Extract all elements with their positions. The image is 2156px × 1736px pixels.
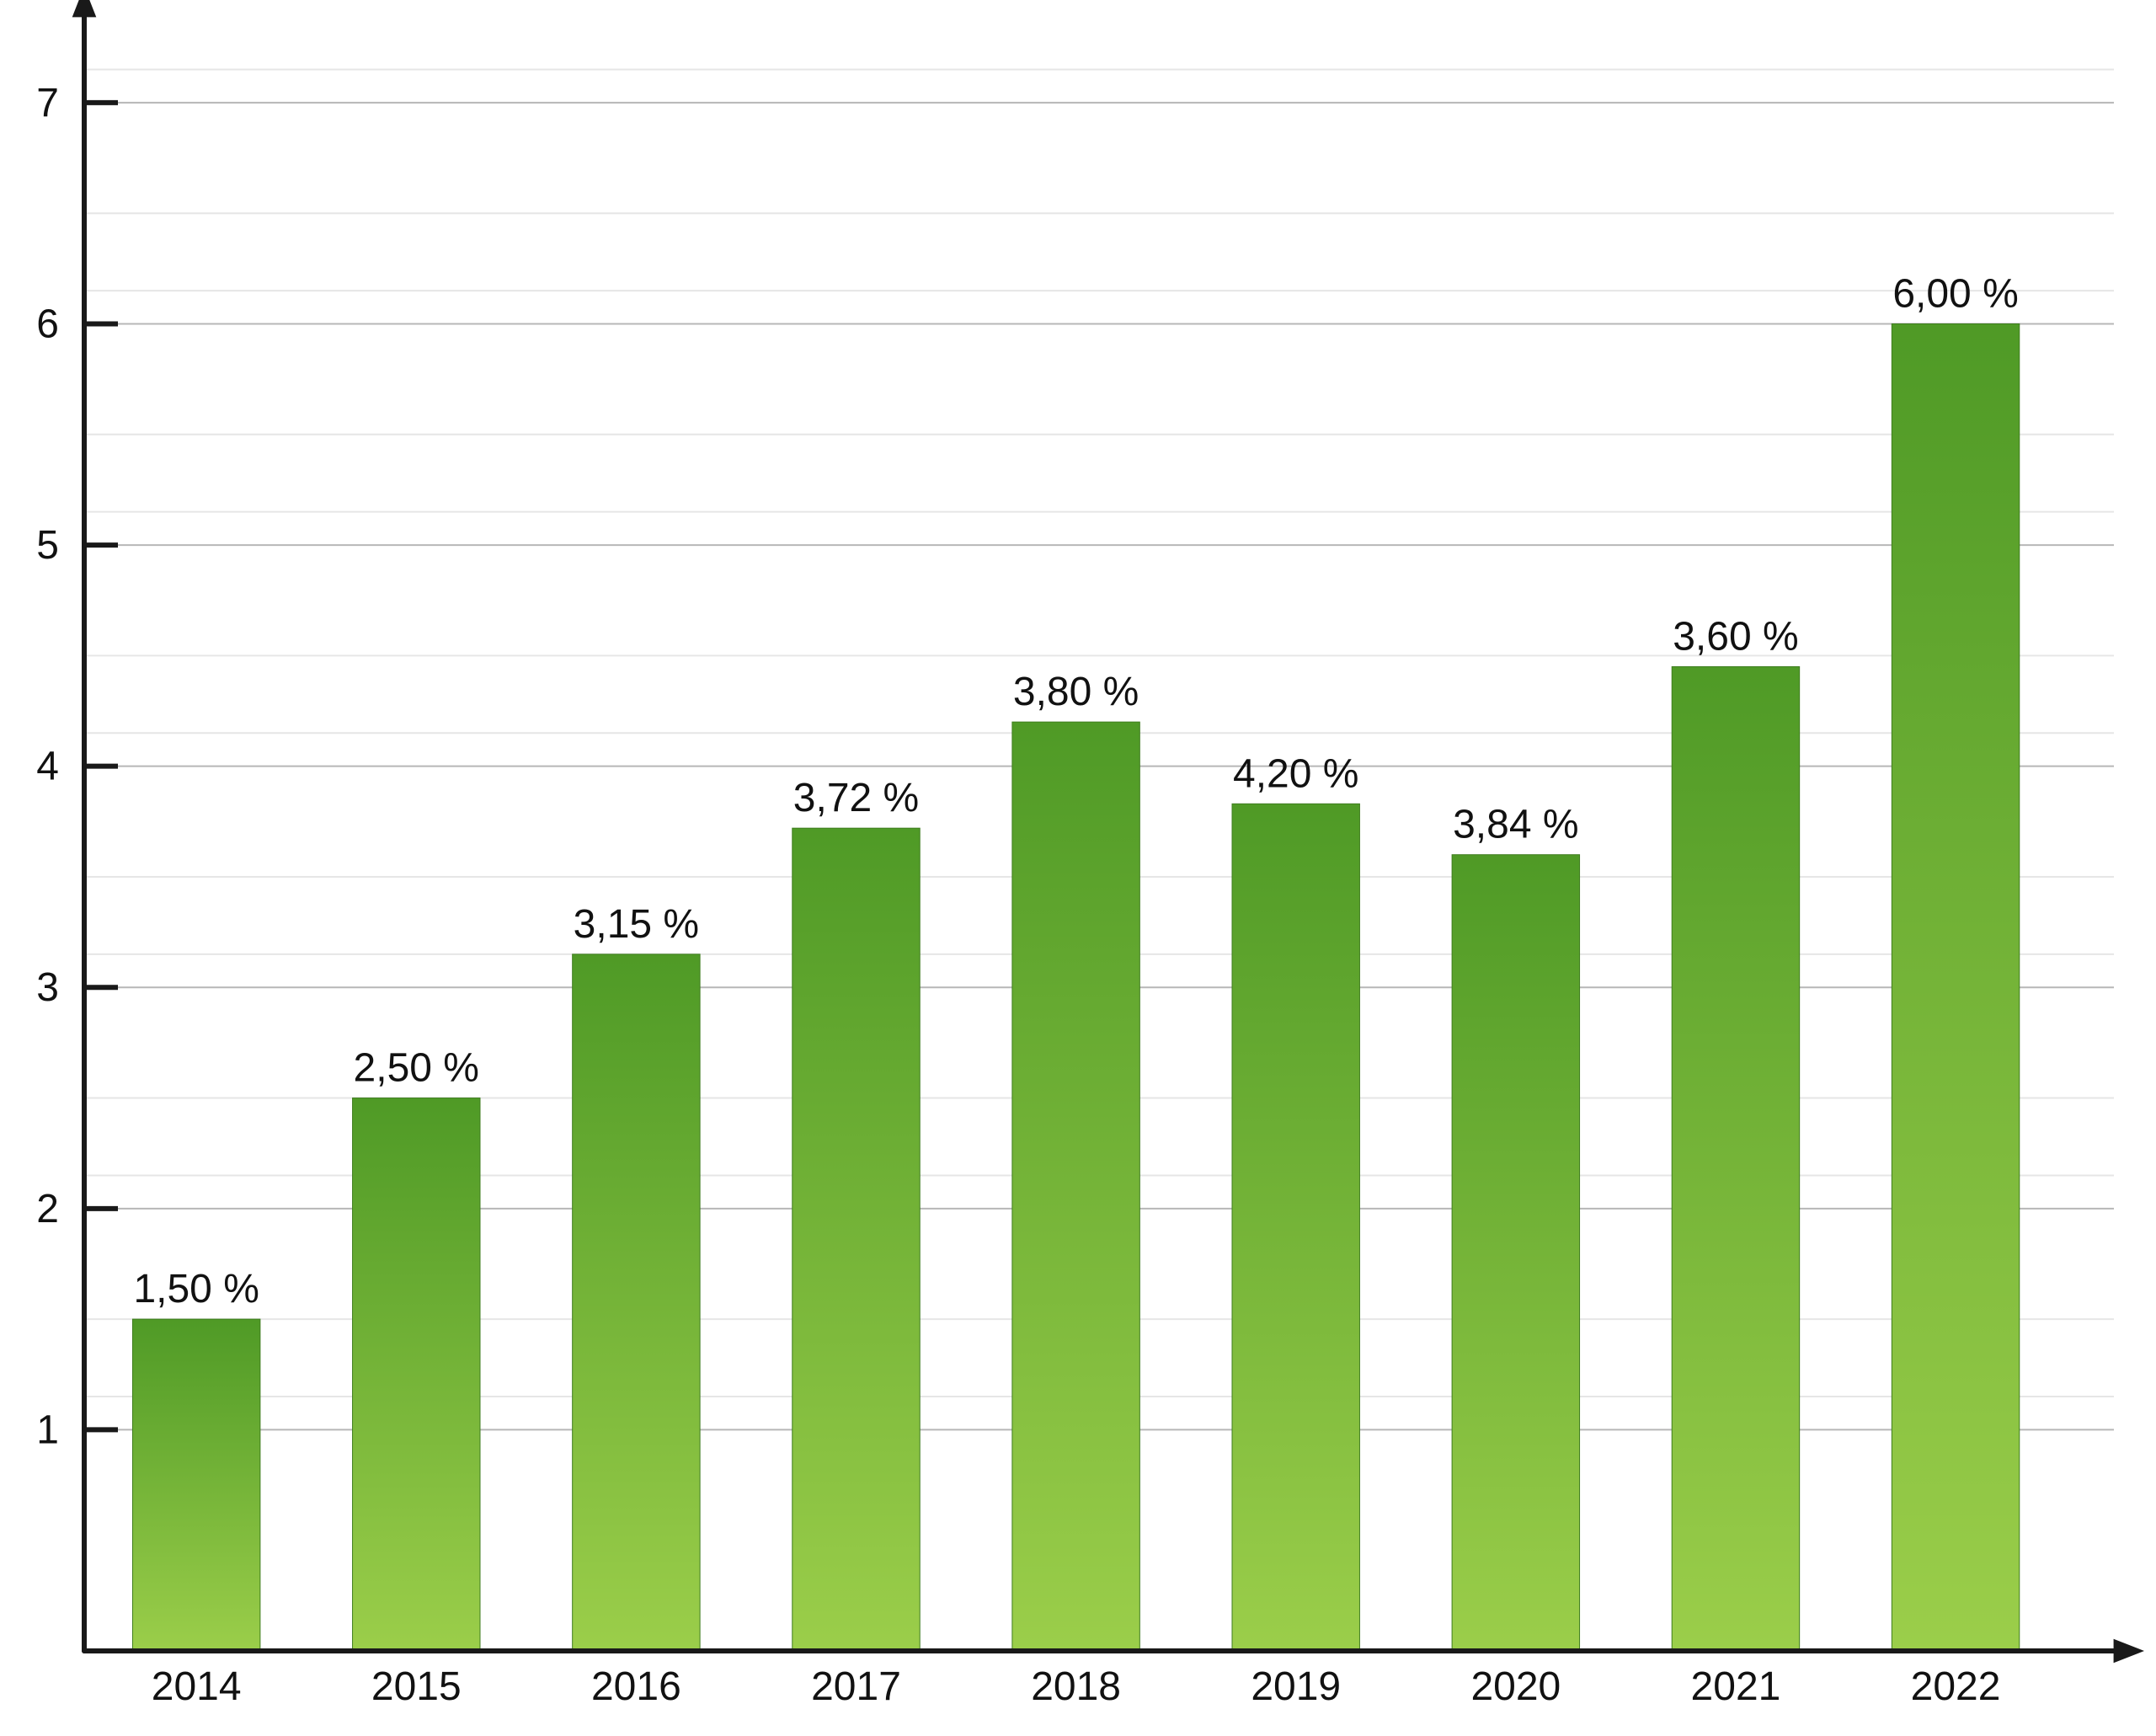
bar-value-label: 3,15 % [574,902,699,947]
bar [353,1098,480,1651]
x-tick-label: 2020 [1470,1664,1561,1709]
bar-value-label: 6,00 % [1892,271,2018,316]
bar-value-label: 4,20 % [1233,751,1358,796]
bar-value-label: 2,50 % [354,1046,479,1091]
x-tick-label: 2017 [811,1664,901,1709]
bar [1892,323,2019,1651]
y-tick-label: 1 [36,1407,59,1452]
y-tick-label: 4 [36,745,59,789]
bar [1452,855,1579,1651]
y-tick-label: 5 [36,523,59,568]
bar [132,1319,259,1651]
x-tick-label: 2014 [152,1664,242,1709]
bar-value-label: 3,72 % [793,776,919,820]
y-tick-label: 6 [36,302,59,346]
bar-chart: 1,50 % 2014 2,50 % 2015 3,15 % 2016 3,72 % 2017… [0,0,2156,1736]
bar-value-label: 3,60 % [1673,614,1798,659]
x-tick-label: 2022 [1911,1664,2001,1709]
bar [1012,722,1139,1651]
x-tick-label: 2018 [1031,1664,1121,1709]
x-tick-label: 2015 [371,1664,462,1709]
y-tick-label: 3 [36,965,59,1010]
x-tick-label: 2019 [1251,1664,1341,1709]
bar [573,954,700,1651]
y-tick-label: 2 [36,1187,59,1231]
x-tick-label: 2016 [591,1664,681,1709]
bar-value-label: 1,50 % [133,1267,259,1311]
x-tick-label: 2021 [1691,1664,1781,1709]
y-tick-label: 7 [36,81,59,126]
bar-value-label: 3,84 % [1453,803,1578,847]
bar [1672,666,1799,1651]
bar [792,828,920,1651]
bar-value-label: 3,80 % [1013,670,1139,714]
bar [1232,804,1359,1651]
